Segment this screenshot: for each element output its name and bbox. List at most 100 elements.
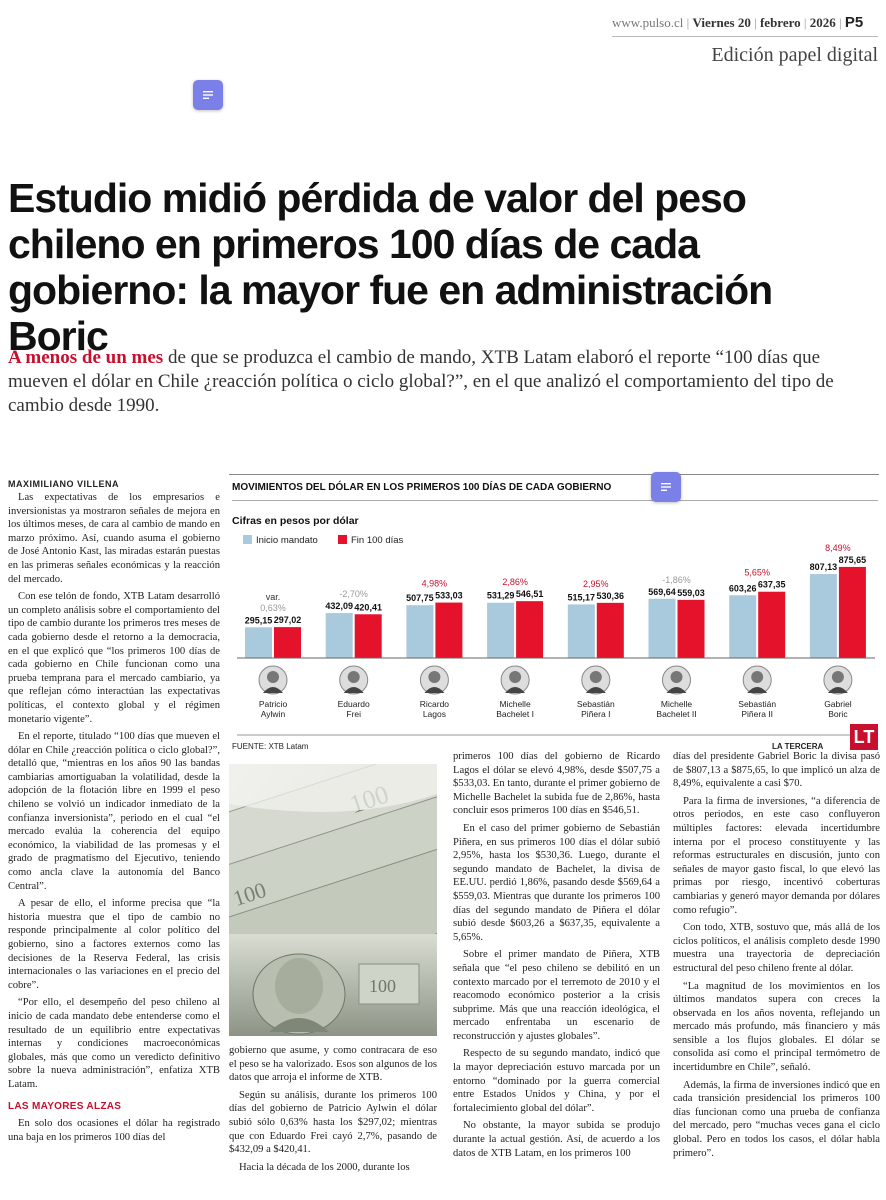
- portrait-head-icon: [751, 671, 764, 683]
- variation-label: 2,86%: [502, 577, 528, 587]
- header-day: Viernes 20: [692, 15, 751, 30]
- article-column-3: primeros 100 días del gobierno de Ricard…: [453, 750, 660, 1164]
- bar-fin: [516, 601, 544, 658]
- category-label: Ricardo: [420, 699, 450, 709]
- lead-kicker: A menos de un mes: [8, 347, 164, 368]
- paragraph: Las expectativas de los empresarios e in…: [8, 492, 220, 585]
- chart-divider: [232, 500, 878, 501]
- edition-label: Edición papel digital: [711, 44, 878, 66]
- paragraph: Hacia la década de los 2000, durante los: [239, 1161, 410, 1173]
- header-year: 2026: [809, 15, 836, 30]
- page-number: P5: [844, 14, 864, 31]
- category-label: Michelle: [500, 699, 531, 709]
- category-label: Sebastián: [577, 699, 615, 709]
- paragraph: Sobre el primer mandato de Piñera, XTB s…: [453, 949, 660, 1042]
- data-label-inicio: 569,64: [648, 587, 676, 597]
- bar-fin: [354, 614, 382, 658]
- paragraph: Además, la firma de inversiones indicó q…: [673, 1079, 880, 1159]
- legend-label: Fin 100 días: [351, 535, 404, 546]
- site-url[interactable]: www.pulso.cl: [612, 15, 684, 30]
- bar-fin: [758, 591, 786, 658]
- data-label-inicio: 515,17: [568, 592, 596, 602]
- lead-text: de que se produzca el cambio de mando, X…: [8, 347, 834, 416]
- bar-fin: [435, 602, 463, 658]
- data-label-fin: 420,41: [354, 602, 382, 612]
- paragraph: En solo dos ocasiones el dólar ha regist…: [8, 1118, 220, 1143]
- paragraph: Respecto de su segundo mandato, indicó q…: [453, 1048, 660, 1114]
- portrait-body-icon: [263, 687, 283, 693]
- category-label: Piñera I: [581, 709, 610, 719]
- bar-inicio: [648, 598, 676, 658]
- portrait-body-icon: [505, 687, 526, 693]
- portrait-head-icon: [267, 671, 279, 683]
- category-label: Gabriel: [824, 699, 852, 709]
- data-label-inicio: 295,15: [245, 615, 273, 625]
- variation-label: 0,63%: [260, 603, 286, 613]
- category-label: Aylwin: [261, 709, 286, 719]
- category-label: Boric: [828, 709, 848, 719]
- data-label-fin: 875,65: [839, 555, 867, 565]
- bar-fin: [596, 602, 624, 658]
- portrait-head-icon: [347, 671, 360, 683]
- variation-label: 5,65%: [744, 568, 770, 578]
- portrait-body-icon: [424, 687, 445, 693]
- category-label: Sebastián: [738, 699, 776, 709]
- bar-inicio: [487, 602, 515, 658]
- article-column-2: gobierno que asume, y como contracara de…: [229, 1044, 437, 1178]
- paragraph: “La magnitud de los movimientos en los ú…: [673, 980, 880, 1074]
- svg-text:100: 100: [369, 976, 396, 996]
- category-label: Bachelet II: [656, 709, 696, 719]
- paragraph: En el caso del primer gobierno de Sebast…: [453, 822, 660, 943]
- article-column-1: Las expectativas de los empresarios e in…: [8, 491, 220, 1148]
- chart-source: FUENTE: XTB Latam: [232, 742, 309, 751]
- portrait-head-icon: [428, 671, 441, 683]
- legend-label: Inicio mandato: [256, 535, 318, 546]
- chart-title: MOVIMIENTOS DEL DÓLAR EN LOS PRIMEROS 10…: [232, 482, 612, 493]
- legend-swatch: [338, 535, 347, 544]
- portrait-head-icon: [589, 671, 602, 683]
- paragraph: primeros 100 días del gobierno de Ricard…: [453, 751, 660, 817]
- bar-inicio: [729, 595, 757, 658]
- portrait-body-icon: [747, 687, 768, 693]
- portrait-body-icon: [585, 687, 606, 693]
- bar-fin: [677, 599, 705, 658]
- article-lead: A menos de un mes de que se produzca el …: [8, 346, 878, 418]
- bar-inicio: [567, 604, 595, 658]
- chart-brand: LA TERCERA: [772, 742, 824, 751]
- paragraph: Con ese telón de fondo, XTB Latam desarr…: [8, 591, 220, 725]
- portrait-head-icon: [670, 671, 683, 683]
- bar-inicio: [325, 613, 353, 658]
- data-label-inicio: 432,09: [325, 601, 353, 611]
- note-icon[interactable]: [193, 80, 223, 110]
- chart-subtitle: Cifras en pesos por dólar: [232, 515, 359, 527]
- variation-caption: var.: [266, 592, 281, 602]
- paragraph: A pesar de ello, el informe precisa que …: [8, 898, 220, 991]
- variation-label: 2,95%: [583, 579, 609, 589]
- paragraph: Con todo, XTB, sostuvo que, más allá de …: [673, 922, 880, 974]
- category-label: Bachelet I: [496, 709, 534, 719]
- bar-inicio: [406, 605, 434, 658]
- portrait-head-icon: [509, 671, 522, 683]
- header-divider: [612, 36, 878, 37]
- portrait-body-icon: [666, 687, 687, 693]
- data-label-fin: 546,51: [516, 589, 544, 599]
- variation-label: -1,86%: [662, 575, 691, 585]
- byline: MAXIMILIANO VILLENA: [8, 479, 119, 489]
- la-tercera-logo: LT: [850, 724, 878, 750]
- paragraph: No obstante, la mayor subida se produjo …: [453, 1120, 660, 1159]
- paragraph: En el reporte, titulado “100 días que mu…: [8, 731, 220, 892]
- data-label-fin: 533,03: [435, 591, 463, 601]
- subhead: LAS MAYORES ALZAS: [8, 1100, 122, 1112]
- variation-label: -2,70%: [339, 589, 368, 599]
- variation-label: 8,49%: [825, 543, 851, 553]
- note-icon[interactable]: [651, 472, 681, 502]
- category-label: Lagos: [423, 709, 446, 719]
- page-header: www.pulso.cl | Viernes 20 | febrero | 20…: [612, 14, 864, 31]
- bar-fin: [274, 627, 301, 658]
- paragraph: gobierno que asume, y como contracara de…: [229, 1045, 437, 1084]
- category-label: Frei: [346, 709, 361, 719]
- data-label-fin: 637,35: [758, 580, 786, 590]
- data-label-inicio: 807,13: [810, 562, 838, 572]
- data-label-inicio: 507,75: [406, 593, 434, 603]
